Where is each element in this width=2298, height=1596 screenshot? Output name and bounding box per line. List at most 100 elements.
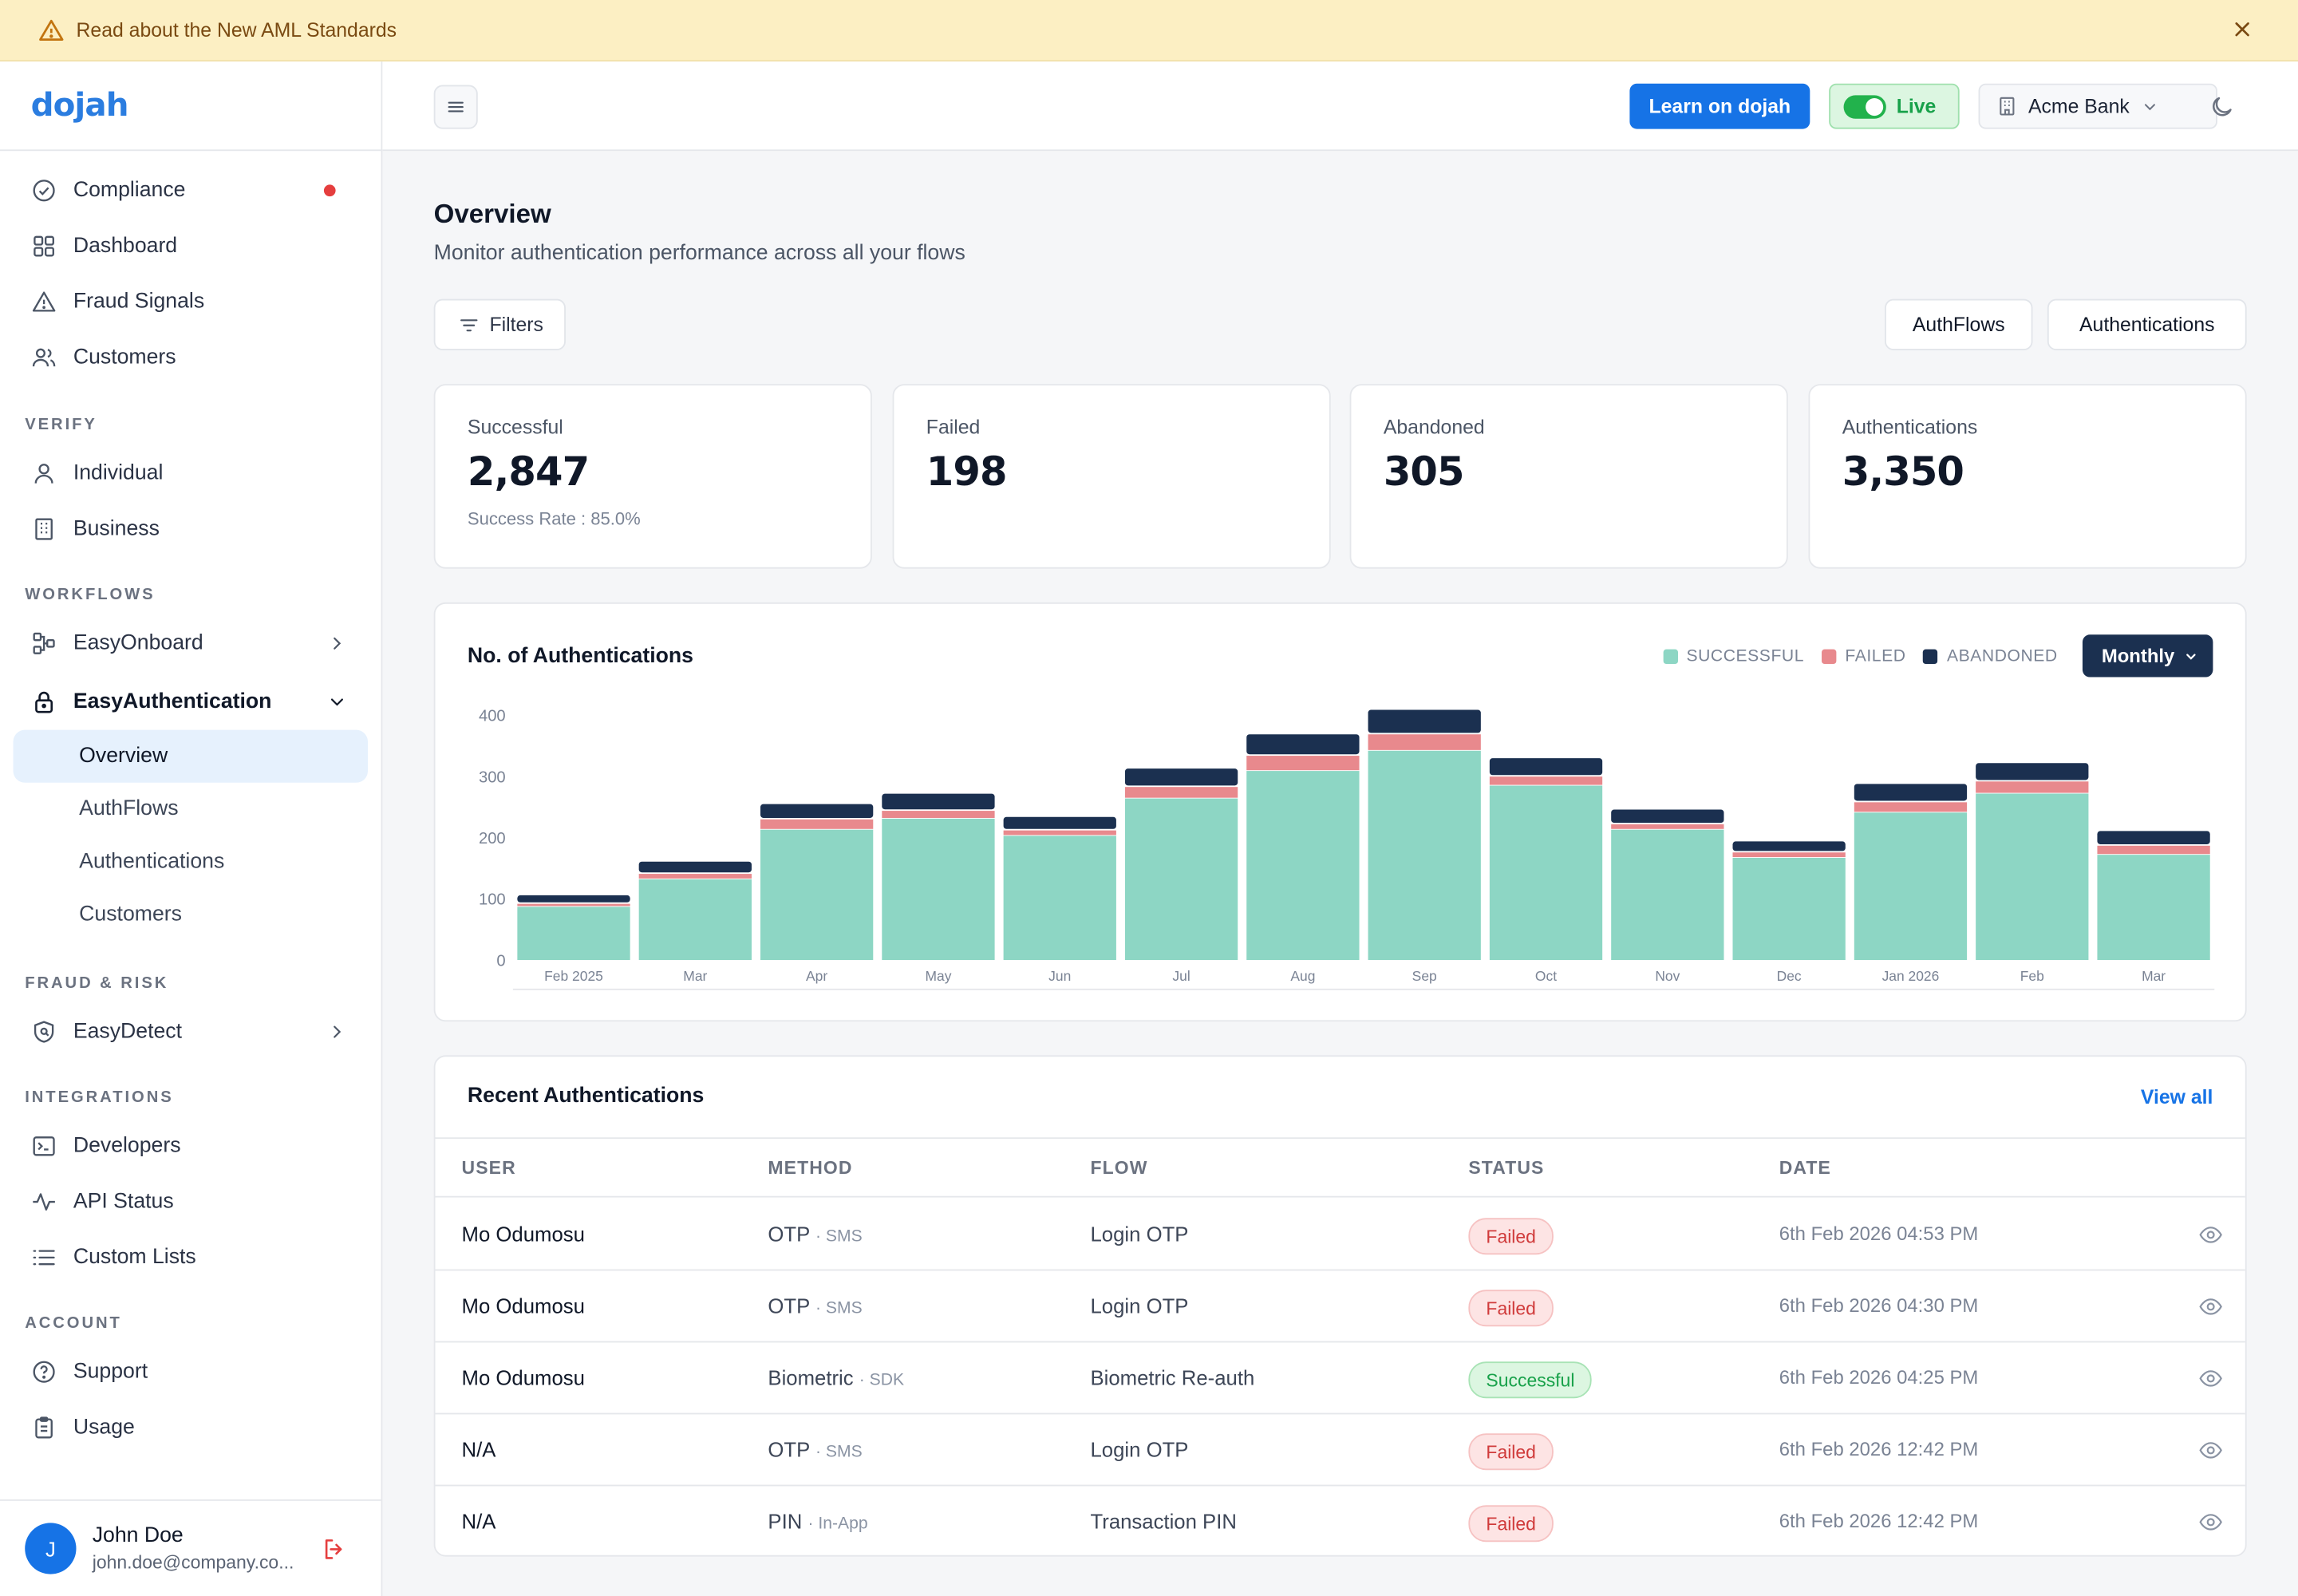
- sidebar-item-usage[interactable]: Usage: [14, 1400, 368, 1456]
- table-row[interactable]: Mo Odumosu OTP · SMS Login OTP Failed 6th Fe…: [435, 1199, 2245, 1271]
- eye-icon[interactable]: [2198, 1223, 2223, 1247]
- bar-failed-2[interactable]: [760, 819, 874, 829]
- bar-failed-3[interactable]: [882, 811, 995, 818]
- bar-abandoned-9[interactable]: [1611, 809, 1724, 824]
- close-icon[interactable]: [2230, 18, 2253, 41]
- bar-abandoned-4[interactable]: [1003, 816, 1116, 829]
- menu-toggle-button[interactable]: [433, 85, 478, 129]
- bar-successful-11[interactable]: [1854, 812, 1968, 961]
- sidebar-item-individual[interactable]: Individual: [14, 445, 368, 501]
- bar-failed-10[interactable]: [1732, 852, 1846, 858]
- sidebar-sub-overview[interactable]: Overview: [13, 729, 369, 783]
- stat-value: 3,350: [1842, 449, 1964, 496]
- bar-abandoned-11[interactable]: [1854, 784, 1968, 801]
- page-subtitle: Monitor authentication performance acros…: [433, 242, 965, 266]
- bar-abandoned-13[interactable]: [2097, 831, 2210, 844]
- bar-successful-3[interactable]: [882, 818, 995, 961]
- bar-abandoned-3[interactable]: [882, 793, 995, 810]
- bar-abandoned-12[interactable]: [1976, 763, 2089, 780]
- sidebar-item-fraud-signals[interactable]: Fraud Signals: [14, 274, 368, 330]
- eye-icon[interactable]: [2198, 1294, 2223, 1319]
- bar-successful-8[interactable]: [1489, 785, 1603, 961]
- eye-icon[interactable]: [2198, 1438, 2223, 1463]
- bar-abandoned-5[interactable]: [1124, 768, 1238, 786]
- bar-successful-12[interactable]: [1976, 793, 2089, 961]
- bar-failed-0[interactable]: [517, 903, 630, 907]
- banner-link[interactable]: Read about the New AML Standards: [76, 18, 397, 41]
- bar-failed-6[interactable]: [1246, 756, 1360, 771]
- brand-logo[interactable]: dojah: [30, 87, 129, 124]
- user-profile[interactable]: J John Doe john.doe@company.co...: [0, 1499, 381, 1596]
- bar-abandoned-2[interactable]: [760, 804, 874, 818]
- x-tick-label: Sep: [1412, 968, 1437, 984]
- learn-on-dojah-button[interactable]: Learn on dojah: [1629, 83, 1810, 129]
- sidebar-item-easyauthentication[interactable]: EasyAuthentication: [14, 674, 368, 730]
- filters-button[interactable]: Filters: [433, 298, 566, 350]
- bar-successful-6[interactable]: [1246, 771, 1360, 961]
- bar-successful-5[interactable]: [1124, 798, 1238, 961]
- period-dropdown[interactable]: Monthly: [2082, 634, 2213, 678]
- bar-abandoned-8[interactable]: [1489, 758, 1603, 776]
- bar-failed-8[interactable]: [1489, 776, 1603, 785]
- view-all-link[interactable]: View all: [2140, 1085, 2213, 1108]
- tab-authentications[interactable]: Authentications: [2047, 298, 2247, 350]
- moon-icon[interactable]: [2209, 94, 2235, 120]
- bar-failed-7[interactable]: [1368, 734, 1481, 750]
- table-row[interactable]: N/A PIN · In-App Transaction PIN Failed 6th …: [435, 1486, 2245, 1555]
- table-row[interactable]: Mo Odumosu OTP · SMS Login OTP Failed 6th Fe…: [435, 1270, 2245, 1343]
- bar-abandoned-1[interactable]: [638, 861, 752, 873]
- bar-successful-0[interactable]: [517, 907, 630, 961]
- sidebar-item-easyonboard[interactable]: EasyOnboard: [14, 615, 368, 671]
- x-tick-label: May: [925, 968, 951, 984]
- bar-failed-1[interactable]: [638, 874, 752, 879]
- table-row[interactable]: Mo Odumosu Biometric · SDK Biometric Re-au…: [435, 1342, 2245, 1415]
- sidebar-item-support[interactable]: Support: [14, 1344, 368, 1400]
- bar-abandoned-7[interactable]: [1368, 709, 1481, 733]
- organization-selector[interactable]: Acme Bank: [1978, 83, 2217, 129]
- bar-failed-11[interactable]: [1854, 802, 1968, 812]
- bar-failed-5[interactable]: [1124, 787, 1238, 798]
- bar-successful-10[interactable]: [1732, 857, 1846, 961]
- cell-method: OTP · SMS: [768, 1438, 862, 1461]
- y-tick-label: 300: [479, 768, 506, 786]
- bar-failed-13[interactable]: [2097, 845, 2210, 855]
- toggle-switch[interactable]: [1843, 94, 1886, 118]
- table-row[interactable]: N/A OTP · SMS Login OTP Failed 6th Feb 2026 …: [435, 1414, 2245, 1487]
- eye-icon[interactable]: [2198, 1366, 2223, 1391]
- sidebar-item-custom-lists[interactable]: Custom Lists: [14, 1230, 368, 1286]
- status-badge: Successful: [1468, 1361, 1593, 1399]
- x-tick-label: Feb: [2020, 968, 2044, 984]
- bar-abandoned-10[interactable]: [1732, 841, 1846, 851]
- bar-successful-1[interactable]: [638, 879, 752, 961]
- sidebar-item-dashboard[interactable]: Dashboard: [14, 219, 368, 275]
- sidebar-item-business[interactable]: Business: [14, 501, 368, 557]
- bar-abandoned-0[interactable]: [517, 895, 630, 903]
- sidebar-item-api-status[interactable]: API Status: [14, 1174, 368, 1230]
- bar-failed-12[interactable]: [1976, 781, 2089, 793]
- bar-failed-9[interactable]: [1611, 824, 1724, 829]
- sidebar-sub-authentications[interactable]: Authentications: [79, 850, 225, 874]
- tab-authflows[interactable]: AuthFlows: [1884, 298, 2033, 350]
- sidebar-item-customers[interactable]: Customers: [14, 330, 368, 385]
- bar-successful-9[interactable]: [1611, 829, 1724, 961]
- sidebar-sub-customers[interactable]: Customers: [79, 903, 182, 926]
- bar-successful-7[interactable]: [1368, 750, 1481, 961]
- bar-successful-4[interactable]: [1003, 836, 1116, 961]
- sidebar-item-compliance[interactable]: Compliance: [14, 163, 368, 219]
- bar-successful-2[interactable]: [760, 829, 874, 961]
- sidebar-item-developers[interactable]: Developers: [14, 1118, 368, 1174]
- logout-icon[interactable]: [321, 1536, 347, 1562]
- eye-icon[interactable]: [2198, 1510, 2223, 1535]
- sidebar-sub-authflows[interactable]: AuthFlows: [79, 797, 179, 821]
- cell-flow: Transaction PIN: [1090, 1509, 1237, 1534]
- sidebar-item-easydetect[interactable]: EasyDetect: [14, 1004, 368, 1060]
- bar-abandoned-6[interactable]: [1246, 734, 1360, 755]
- avatar: J: [25, 1523, 77, 1574]
- method-name: Biometric: [768, 1365, 854, 1390]
- bar-failed-4[interactable]: [1003, 830, 1116, 836]
- x-tick-label: Aug: [1290, 968, 1315, 984]
- live-mode-toggle[interactable]: Live: [1829, 83, 1960, 129]
- bar-successful-13[interactable]: [2097, 855, 2210, 961]
- stat-card-authentications: Authentications 3,350: [1808, 384, 2247, 569]
- method-name: OTP: [768, 1222, 810, 1246]
